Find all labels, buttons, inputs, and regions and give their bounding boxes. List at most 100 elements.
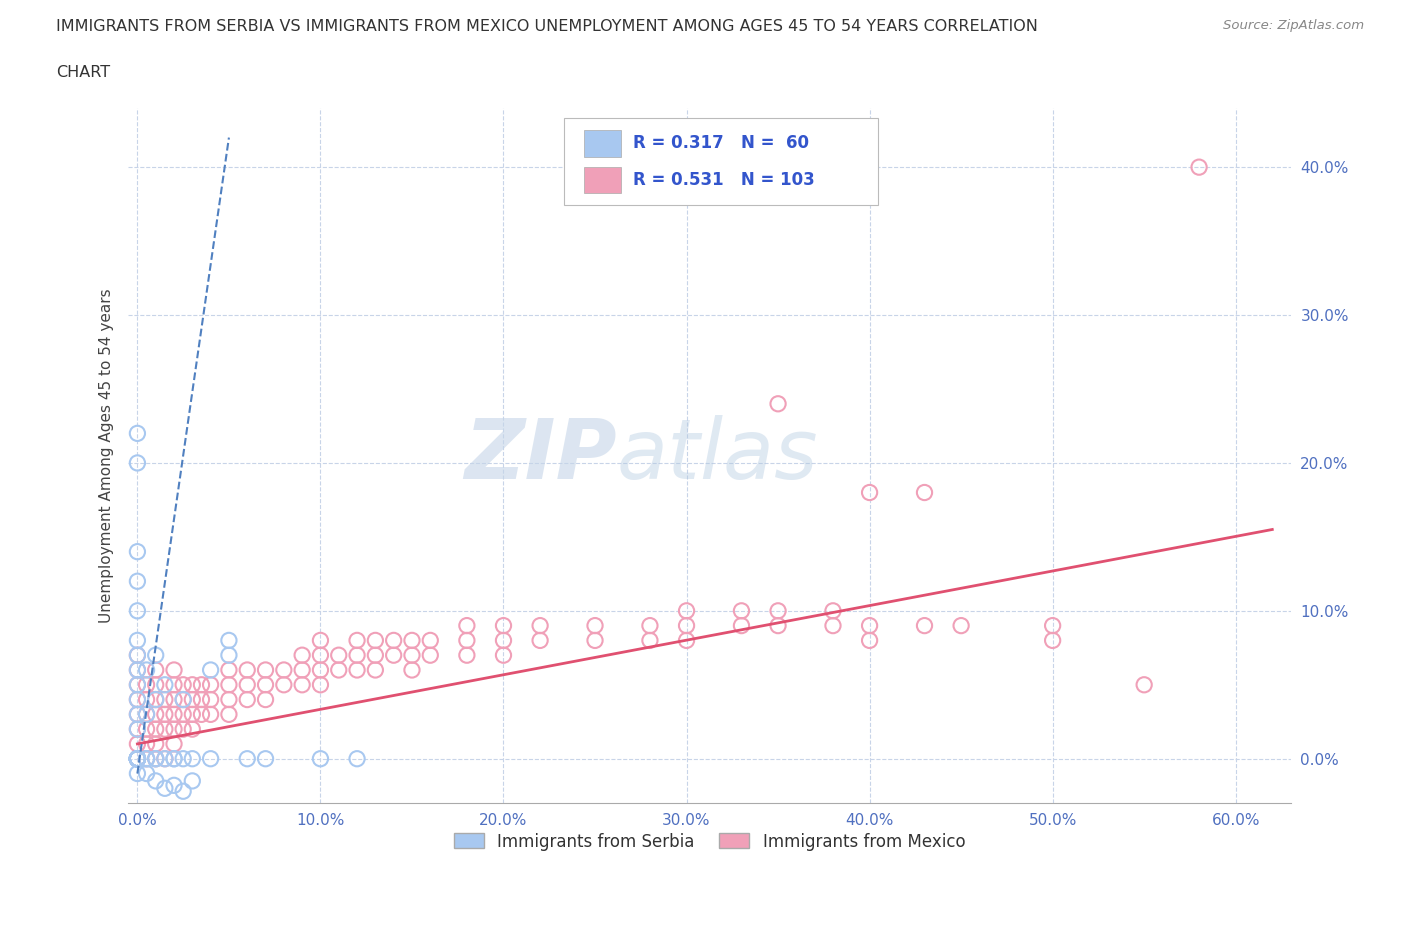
Point bbox=[163, 737, 186, 751]
Point bbox=[309, 633, 332, 648]
Point bbox=[127, 766, 149, 781]
Point bbox=[766, 618, 789, 633]
Point bbox=[145, 722, 167, 737]
Point bbox=[456, 648, 478, 663]
Point bbox=[200, 692, 222, 707]
Point bbox=[218, 707, 240, 722]
Point bbox=[127, 574, 149, 589]
Text: atlas: atlas bbox=[616, 415, 818, 496]
Point bbox=[675, 618, 697, 633]
Point bbox=[127, 648, 149, 663]
Point bbox=[172, 784, 194, 799]
Legend: Immigrants from Serbia, Immigrants from Mexico: Immigrants from Serbia, Immigrants from … bbox=[447, 826, 972, 857]
Point bbox=[153, 692, 176, 707]
Point bbox=[1188, 160, 1211, 175]
Point bbox=[200, 662, 222, 677]
Point bbox=[858, 633, 880, 648]
Point bbox=[127, 648, 149, 663]
Point bbox=[127, 751, 149, 766]
Point bbox=[127, 751, 149, 766]
Point bbox=[218, 677, 240, 692]
Point bbox=[254, 751, 277, 766]
Point bbox=[163, 722, 186, 737]
Point bbox=[419, 648, 441, 663]
FancyBboxPatch shape bbox=[583, 130, 621, 156]
Point bbox=[821, 604, 844, 618]
FancyBboxPatch shape bbox=[564, 118, 877, 206]
Point bbox=[309, 648, 332, 663]
Y-axis label: Unemployment Among Ages 45 to 54 years: Unemployment Among Ages 45 to 54 years bbox=[100, 288, 114, 623]
Point bbox=[127, 751, 149, 766]
Point bbox=[254, 677, 277, 692]
Point bbox=[218, 648, 240, 663]
Point bbox=[382, 648, 405, 663]
Point bbox=[218, 662, 240, 677]
Point bbox=[730, 618, 752, 633]
FancyBboxPatch shape bbox=[583, 167, 621, 193]
Point bbox=[419, 633, 441, 648]
Point bbox=[492, 618, 515, 633]
Point bbox=[914, 618, 936, 633]
Point bbox=[153, 751, 176, 766]
Point bbox=[583, 618, 606, 633]
Point bbox=[172, 692, 194, 707]
Point bbox=[364, 633, 387, 648]
Point bbox=[492, 633, 515, 648]
Point bbox=[218, 692, 240, 707]
Point bbox=[127, 751, 149, 766]
Point bbox=[145, 677, 167, 692]
Point bbox=[135, 766, 157, 781]
Point bbox=[172, 692, 194, 707]
Point bbox=[181, 751, 204, 766]
Point bbox=[153, 781, 176, 796]
Point bbox=[730, 604, 752, 618]
Point bbox=[127, 751, 149, 766]
Point bbox=[127, 544, 149, 559]
Text: R = 0.317   N =  60: R = 0.317 N = 60 bbox=[633, 135, 808, 153]
Point bbox=[127, 751, 149, 766]
Point bbox=[135, 677, 157, 692]
Point bbox=[163, 751, 186, 766]
Point bbox=[346, 633, 368, 648]
Point bbox=[328, 662, 350, 677]
Point bbox=[236, 751, 259, 766]
Point bbox=[583, 633, 606, 648]
Point bbox=[127, 662, 149, 677]
Point bbox=[145, 707, 167, 722]
Point bbox=[914, 485, 936, 500]
Point bbox=[127, 677, 149, 692]
Point bbox=[492, 648, 515, 663]
Point bbox=[163, 777, 186, 792]
Point bbox=[309, 751, 332, 766]
Point bbox=[135, 737, 157, 751]
Point bbox=[529, 618, 551, 633]
Point bbox=[346, 648, 368, 663]
Point bbox=[145, 692, 167, 707]
Point bbox=[145, 662, 167, 677]
Point bbox=[1133, 677, 1156, 692]
Point bbox=[127, 751, 149, 766]
Point bbox=[675, 633, 697, 648]
Point bbox=[127, 751, 149, 766]
Point bbox=[1042, 633, 1064, 648]
Point bbox=[145, 751, 167, 766]
Point bbox=[309, 677, 332, 692]
Point bbox=[127, 737, 149, 751]
Point bbox=[456, 618, 478, 633]
Point bbox=[127, 662, 149, 677]
Point bbox=[127, 751, 149, 766]
Point bbox=[163, 751, 186, 766]
Point bbox=[127, 677, 149, 692]
Point bbox=[181, 707, 204, 722]
Point bbox=[456, 633, 478, 648]
Point bbox=[291, 677, 314, 692]
Point bbox=[401, 633, 423, 648]
Point bbox=[273, 677, 295, 692]
Point bbox=[346, 662, 368, 677]
Point bbox=[135, 707, 157, 722]
Point bbox=[145, 692, 167, 707]
Point bbox=[218, 633, 240, 648]
Point bbox=[766, 396, 789, 411]
Point bbox=[127, 751, 149, 766]
Point bbox=[172, 751, 194, 766]
